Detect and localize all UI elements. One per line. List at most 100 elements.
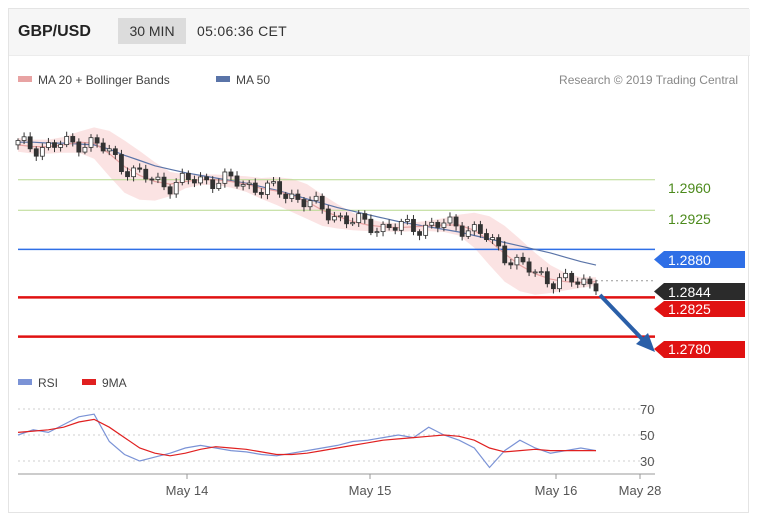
candle-body [520, 256, 526, 263]
x-axis-label: May 14 [166, 483, 209, 498]
candle-body [76, 141, 82, 153]
rsi-legend-label: RSI [38, 376, 58, 390]
candle [404, 214, 410, 225]
candle-body [131, 167, 137, 178]
candle-body [106, 148, 112, 152]
candle-body [210, 179, 216, 189]
candle-body [319, 195, 325, 210]
candle [435, 219, 441, 233]
rsi-tick-label: 30 [640, 454, 654, 469]
candle-body [557, 277, 562, 290]
candle [100, 138, 106, 154]
candle-body [271, 181, 276, 184]
candle-body [459, 225, 465, 237]
candle [106, 144, 112, 156]
ma20-legend-swatch [18, 76, 32, 82]
candle [228, 168, 234, 181]
candle-body [33, 148, 39, 157]
candle [344, 212, 349, 229]
candle-body [508, 262, 514, 266]
candle [301, 196, 307, 212]
candle [192, 175, 197, 188]
candle-body [94, 137, 100, 144]
candle [398, 218, 404, 236]
candle [131, 165, 137, 182]
candle [271, 177, 276, 187]
candle-body [149, 178, 155, 181]
candle-body [575, 281, 581, 285]
current-price-label: 1.2844 [668, 284, 711, 300]
candle-body [368, 218, 374, 234]
candle [119, 149, 124, 175]
chart-panel: GBP/USD 30 MIN 05:06:36 CET [8, 8, 750, 513]
candle [277, 177, 283, 198]
candle [313, 191, 319, 204]
candle-body [252, 182, 258, 193]
price-levels [18, 179, 655, 338]
candle [575, 277, 581, 289]
rsi-tick-label: 70 [640, 402, 654, 417]
forecast-arrow-head [636, 333, 655, 352]
candle [538, 267, 544, 276]
candle [411, 215, 416, 236]
chart-header: GBP/USD 30 MIN 05:06:36 CET [9, 9, 750, 56]
candle-body [46, 142, 51, 148]
candle-body [344, 215, 349, 225]
candle [526, 257, 532, 277]
candle [508, 258, 514, 270]
candle [240, 180, 246, 191]
candle [289, 189, 295, 203]
candle [429, 217, 435, 229]
candle [137, 163, 143, 173]
candle [368, 214, 374, 236]
candle [587, 276, 593, 289]
candle [563, 268, 568, 282]
candle-body [167, 186, 173, 195]
candle-body [70, 136, 76, 143]
candle [331, 211, 337, 223]
resistance-tag-label: 1.2880 [668, 252, 711, 268]
candle-body [435, 221, 441, 228]
candle [258, 188, 264, 199]
candle-body [581, 278, 587, 285]
candle-body [64, 136, 70, 146]
candle [520, 252, 526, 265]
candle [198, 172, 203, 186]
candle-body [301, 199, 307, 208]
candle-body [161, 176, 167, 188]
candlesticks [15, 131, 599, 295]
candle-body [185, 172, 191, 180]
timestamp: 05:06:36 CET [197, 23, 287, 39]
candle-body [362, 213, 368, 220]
interval-selector[interactable]: 30 MIN [118, 18, 186, 44]
candle [204, 173, 210, 185]
candle-body [417, 231, 422, 236]
candle [325, 205, 331, 225]
candle [94, 134, 100, 148]
candle-body [423, 224, 429, 236]
candle-body [295, 193, 301, 200]
candle-body [411, 218, 416, 232]
candle-body [532, 271, 538, 274]
candle-body [277, 181, 283, 195]
candle-body [246, 182, 252, 185]
candle-body [283, 193, 289, 199]
candle [149, 176, 155, 185]
candle [338, 212, 343, 222]
candle [52, 139, 57, 153]
candle [246, 180, 252, 190]
candle-body [192, 179, 197, 184]
candle-body [100, 142, 106, 152]
candle [356, 210, 362, 227]
support-tag-1 [654, 301, 745, 317]
candle-body [593, 283, 599, 292]
candle [161, 172, 167, 191]
candle-body [325, 208, 331, 221]
candle-body [429, 221, 435, 226]
candle [88, 134, 94, 152]
candle-body [313, 195, 319, 202]
candle-body [137, 167, 143, 170]
candle-body [173, 182, 179, 195]
candle-body [453, 216, 459, 227]
candle-body [21, 136, 27, 141]
